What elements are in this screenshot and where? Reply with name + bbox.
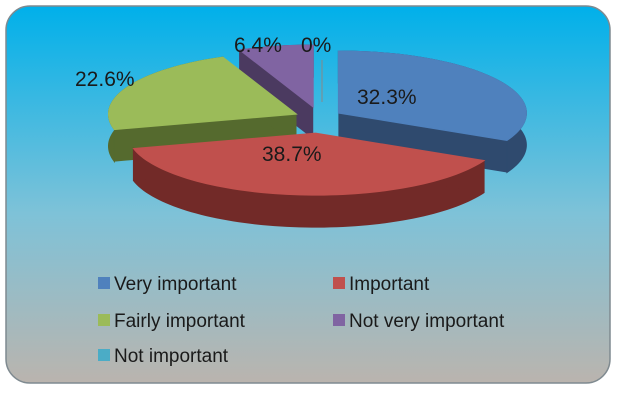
legend-label-very-important: Very important [114,274,237,295]
legend: Very important Important Fairly importan… [98,274,505,367]
legend-item-not-important: Not important [98,346,229,367]
legend-label-not-very-important: Not very important [349,311,505,332]
legend-item-very-important: Very important [98,274,237,295]
data-label-important: 38.7% [262,143,322,166]
legend-label-not-important: Not important [114,346,229,367]
legend-item-fairly-important: Fairly important [98,311,246,332]
legend-swatch-very-important [98,277,110,289]
legend-label-fairly-important: Fairly important [114,311,246,332]
legend-swatch-important [333,277,345,289]
pie-slice-fairly-important [107,56,298,131]
legend-swatch-fairly-important [98,314,110,326]
legend-item-not-very-important: Not very important [333,311,505,332]
pie-slice-important [132,132,486,196]
pie-slice-not-very-important [238,44,314,109]
legend-swatch-not-very-important [333,314,345,326]
legend-label-important: Important [349,274,430,295]
legend-swatch-not-important [98,349,110,361]
data-label-fairly-important: 22.6% [75,68,135,91]
data-label-not-important: 0% [301,34,331,57]
data-label-not-very-important: 6.4% [234,34,282,57]
pie-slice-very-important [337,50,527,142]
legend-item-important: Important [333,274,430,295]
data-label-very-important: 32.3% [357,86,417,109]
